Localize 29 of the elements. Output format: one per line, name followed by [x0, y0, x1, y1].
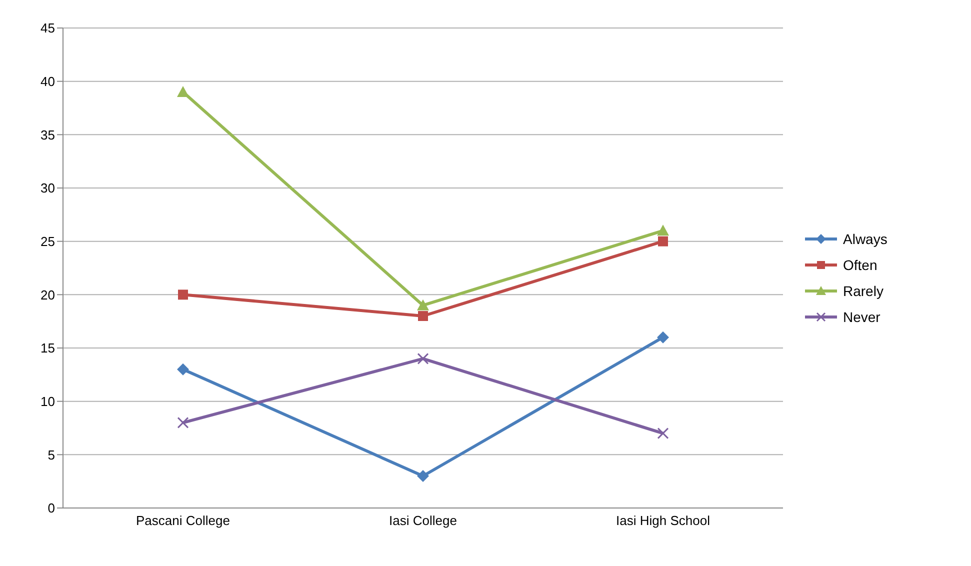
point	[417, 470, 429, 482]
y-tick-label: 20	[40, 287, 55, 302]
y-tick-label: 5	[48, 447, 55, 462]
point	[417, 352, 429, 364]
y-tick-label: 45	[40, 20, 55, 36]
x-tick-label: Iasi High School	[616, 513, 710, 528]
point	[418, 311, 428, 321]
y-tick-label: 35	[40, 127, 55, 142]
y-tick-label: 40	[40, 74, 55, 89]
point	[417, 299, 429, 310]
point	[658, 236, 668, 246]
point	[657, 224, 669, 236]
point	[177, 416, 189, 428]
y-tick-label: 15	[40, 340, 55, 356]
point	[178, 290, 188, 300]
point	[657, 331, 669, 344]
y-tick-label: 30	[40, 180, 55, 196]
legend-label: Always	[843, 231, 888, 247]
legend-label: Often	[843, 257, 878, 273]
point	[177, 363, 189, 376]
point	[177, 86, 189, 97]
x-tick-label: Pascani College	[136, 513, 230, 528]
legend-label: Never	[843, 309, 880, 325]
point	[657, 428, 669, 440]
y-tick-label: 10	[40, 394, 55, 409]
y-tick-label: 25	[40, 234, 55, 249]
y-tick-label: 0	[48, 500, 55, 516]
x-tick-label: Iasi College	[389, 513, 457, 528]
legend-label: Rarely	[843, 283, 884, 299]
